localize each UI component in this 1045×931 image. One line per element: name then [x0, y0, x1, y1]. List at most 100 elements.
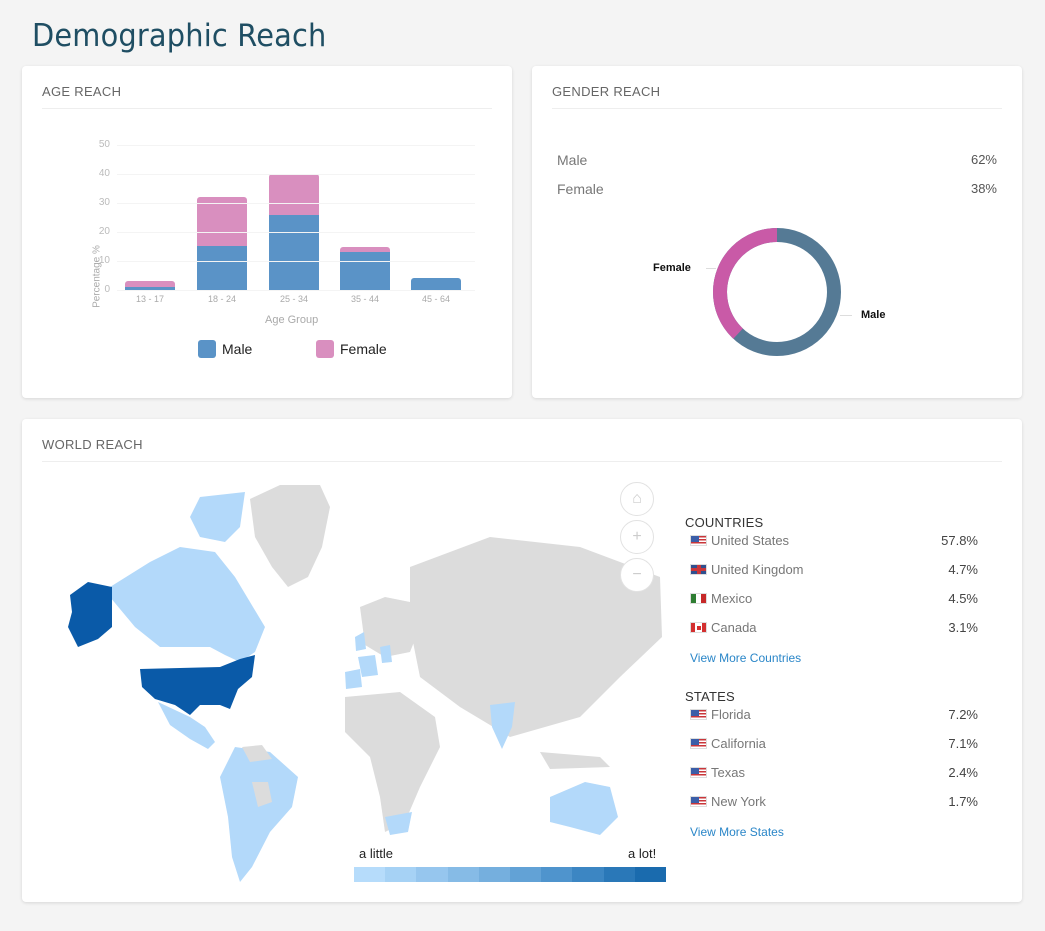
bar-segment-female[interactable] — [125, 281, 175, 288]
map-zoom-out-button[interactable]: − — [620, 558, 654, 592]
legend-label: Female — [340, 341, 387, 357]
map-europe[interactable] — [360, 597, 420, 657]
gender-reach-title: GENDER REACH — [552, 84, 661, 99]
x-axis-label: Age Group — [265, 314, 319, 326]
x-tick-label: 18 - 24 — [207, 294, 237, 304]
country-row[interactable]: United States 57.8% — [690, 533, 978, 548]
scale-step — [478, 867, 511, 882]
map-spain[interactable] — [345, 669, 362, 689]
legend-swatch-female — [316, 340, 334, 358]
row-value: 4.5% — [948, 591, 978, 606]
map-australia[interactable] — [550, 782, 618, 835]
view-more-states-link[interactable]: View More States — [690, 825, 784, 839]
state-row[interactable]: Texas 2.4% — [690, 765, 978, 780]
gridline — [117, 290, 475, 291]
legend-male[interactable]: Male — [198, 340, 252, 358]
donut-female-segment[interactable] — [713, 228, 841, 356]
state-row[interactable]: Florida 7.2% — [690, 707, 978, 722]
ca-flag-icon — [690, 622, 707, 633]
row-name: United States — [711, 533, 790, 548]
map-india[interactable] — [490, 702, 515, 749]
row-value: 7.2% — [948, 707, 978, 722]
gender-label: Female — [557, 181, 604, 197]
scale-step — [572, 867, 604, 882]
bar-segment-female[interactable] — [269, 174, 319, 215]
map-germany[interactable] — [380, 645, 392, 663]
bar-segment-male[interactable] — [197, 246, 247, 290]
bar-segment-female[interactable] — [340, 246, 390, 253]
bar-13-17[interactable] — [125, 281, 175, 290]
legend-label: Male — [222, 341, 253, 357]
divider — [42, 461, 1002, 462]
row-name: Mexico — [711, 591, 753, 606]
male-leader-line — [840, 315, 852, 316]
bar-segment-female[interactable] — [197, 197, 247, 247]
scale-step — [385, 867, 417, 882]
map-asia[interactable] — [410, 537, 662, 737]
gridline — [117, 261, 475, 262]
map-venezuela[interactable] — [242, 745, 272, 762]
map-canada[interactable] — [110, 547, 265, 662]
age-reach-title: AGE REACH — [42, 84, 122, 99]
map-mexico[interactable] — [158, 702, 215, 749]
map-usa[interactable] — [140, 655, 255, 715]
scale-step — [541, 867, 573, 882]
us-flag-icon — [690, 535, 707, 546]
map-home-button[interactable]: ⌂ — [620, 482, 654, 516]
bar-segment-male[interactable] — [125, 287, 175, 290]
gridline — [117, 203, 475, 204]
bar-18-24[interactable] — [197, 197, 247, 290]
country-row[interactable]: United Kingdom 4.7% — [690, 562, 978, 577]
row-name: California — [711, 736, 766, 751]
view-more-countries-link[interactable]: View More Countries — [690, 651, 802, 665]
map-africa[interactable] — [345, 692, 440, 832]
x-tick-label: 13 - 17 — [135, 294, 165, 304]
map-alaska[interactable] — [68, 582, 112, 647]
us-flag-icon — [690, 767, 707, 778]
legend-female[interactable]: Female — [316, 340, 387, 358]
scale-low-label: a little — [359, 846, 393, 861]
gridline — [117, 145, 475, 146]
us-flag-icon — [690, 709, 707, 720]
age-reach-card: AGE REACH Percentage % 13 - 17 18 - 24 25 … — [22, 66, 512, 398]
country-row[interactable]: Canada 3.1% — [690, 620, 978, 635]
legend-swatch-male — [198, 340, 216, 358]
scale-high-label: a lot! — [628, 846, 657, 861]
state-row[interactable]: California 7.1% — [690, 736, 978, 751]
bar-45-64[interactable] — [411, 278, 461, 290]
map-greenland[interactable] — [250, 485, 330, 587]
x-tick-label: 45 - 64 — [421, 294, 451, 304]
row-value: 7.1% — [948, 736, 978, 751]
gender-row-male: Male 62% — [557, 152, 997, 168]
row-value: 57.8% — [941, 533, 978, 548]
scale-step — [510, 867, 542, 882]
map-uk[interactable] — [355, 632, 366, 651]
y-axis-label: Percentage % — [91, 245, 103, 308]
map-south-africa[interactable] — [385, 812, 412, 835]
world-reach-title: WORLD REACH — [42, 437, 143, 452]
bar-segment-male[interactable] — [340, 252, 390, 290]
map-indonesia[interactable] — [540, 752, 610, 769]
map-bolivia[interactable] — [252, 782, 272, 807]
bar-25-34[interactable] — [269, 174, 319, 290]
color-scale-legend — [354, 867, 667, 882]
female-leader-line — [706, 268, 716, 269]
map-south-america[interactable] — [220, 747, 298, 882]
country-row[interactable]: Mexico 4.5% — [690, 591, 978, 606]
bar-35-44[interactable] — [340, 246, 390, 291]
bar-segment-male[interactable] — [411, 278, 461, 290]
gender-label: Male — [557, 152, 588, 168]
world-map[interactable] — [40, 477, 670, 887]
bar-segment-male[interactable] — [269, 214, 319, 290]
map-canada-islands[interactable] — [190, 492, 245, 542]
gender-value: 62% — [970, 152, 997, 167]
state-row[interactable]: New York 1.7% — [690, 794, 978, 809]
gender-value: 38% — [970, 181, 997, 196]
x-tick-label: 25 - 34 — [279, 294, 309, 304]
world-reach-card: WORLD REACH ⌂ + − a littl — [22, 419, 1022, 902]
map-zoom-in-button[interactable]: + — [620, 520, 654, 554]
gender-reach-card: GENDER REACH Male 62% Female 38% Female … — [532, 66, 1022, 398]
countries-heading: COUNTRIES — [685, 515, 764, 530]
scale-step — [603, 867, 635, 882]
map-france[interactable] — [358, 655, 378, 677]
